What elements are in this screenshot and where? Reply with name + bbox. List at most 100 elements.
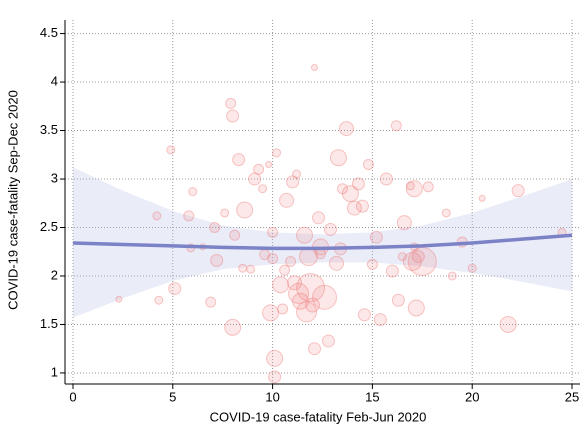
- bubble: [407, 299, 425, 317]
- bubble: [407, 246, 437, 276]
- bubble: [238, 263, 248, 273]
- bubble: [366, 258, 378, 270]
- bubble: [226, 109, 240, 123]
- y-tick-label: 2.5: [40, 219, 58, 234]
- bubble: [236, 201, 254, 219]
- bubble: [266, 349, 284, 367]
- bubble: [183, 210, 195, 222]
- bubble: [391, 293, 405, 307]
- bubble: [168, 282, 182, 296]
- x-tick-label: 15: [365, 389, 379, 404]
- y-tick-label: 3.5: [40, 122, 58, 137]
- bubble: [246, 264, 256, 274]
- bubble: [321, 334, 335, 348]
- bubble: [311, 284, 337, 310]
- bubble: [402, 251, 422, 271]
- x-tick-label: 5: [169, 389, 176, 404]
- bubble: [205, 296, 217, 308]
- bubble: [315, 248, 327, 260]
- bubble: [115, 295, 123, 303]
- bubble: [405, 181, 415, 191]
- bubble: [328, 255, 344, 271]
- bubble: [272, 276, 290, 294]
- bubble: [232, 153, 246, 167]
- bubble: [288, 282, 310, 304]
- bubble: [369, 230, 383, 244]
- bubble: [308, 342, 322, 356]
- confidence-band: [72, 167, 573, 318]
- bubble: [405, 180, 423, 198]
- x-tick-label: 0: [69, 389, 76, 404]
- bubble: [379, 172, 393, 186]
- y-tick-label: 1: [51, 364, 58, 379]
- bubble: [305, 297, 321, 313]
- bubble: [248, 172, 262, 186]
- bubble: [209, 222, 221, 234]
- x-tick-label: 10: [265, 389, 279, 404]
- bubble: [272, 148, 282, 158]
- bubble: [262, 304, 280, 322]
- bubble: [286, 175, 300, 189]
- y-tick-label: 4.5: [40, 25, 58, 40]
- y-tick-label: 2: [51, 267, 58, 282]
- bubble: [292, 169, 302, 179]
- bubble: [311, 64, 319, 72]
- bubble: [154, 295, 164, 305]
- bubble: [499, 315, 517, 333]
- fit-line: [72, 233, 573, 251]
- bubble: [210, 253, 224, 267]
- bubble: [338, 121, 354, 137]
- bubble: [229, 229, 241, 241]
- bubble: [362, 158, 374, 170]
- bubble: [346, 200, 362, 216]
- bubble: [422, 181, 434, 193]
- bubble: [351, 177, 365, 191]
- bubble: [188, 187, 198, 197]
- bubble: [267, 226, 279, 238]
- bubble: [478, 194, 486, 202]
- y-tick-label: 4: [51, 73, 58, 88]
- bubble: [285, 255, 297, 267]
- bubble: [385, 264, 399, 278]
- bubble: [279, 192, 295, 208]
- y-axis-title: COVID-19 case-fatality Sep-Dec 2020: [5, 90, 20, 310]
- bubble: [267, 253, 279, 265]
- bubble: [441, 208, 451, 218]
- y-tick-label: 3: [51, 170, 58, 185]
- y-tick-label: 1.5: [40, 316, 58, 331]
- bubble: [447, 271, 457, 281]
- bubble: [268, 370, 282, 384]
- x-tick-label: 20: [465, 389, 479, 404]
- bubble: [390, 120, 402, 132]
- bubble: [467, 263, 477, 273]
- bubble: [411, 250, 425, 264]
- bubble: [225, 97, 237, 109]
- bubble: [279, 264, 291, 276]
- bubble: [287, 275, 303, 291]
- x-axis-title: COVID-19 case-fatality Feb-Jun 2020: [210, 409, 427, 424]
- bubble: [152, 211, 162, 221]
- bubble: [397, 252, 407, 262]
- bubble: [224, 318, 242, 336]
- bubble: [336, 183, 348, 195]
- bubble: [292, 292, 310, 310]
- bubble: [355, 199, 369, 213]
- bubble: [312, 211, 326, 225]
- bubble: [166, 145, 176, 155]
- bubble: [220, 208, 230, 218]
- bubble: [296, 273, 326, 303]
- x-tick-label: 25: [565, 389, 579, 404]
- bubble: [296, 226, 314, 244]
- bubble: [396, 215, 412, 231]
- bubble: [329, 149, 347, 167]
- bubble: [341, 185, 359, 203]
- bubble: [265, 160, 273, 168]
- bubble: [323, 222, 337, 236]
- bubble: [277, 303, 289, 315]
- bubble: [357, 308, 371, 322]
- bubble: [296, 301, 318, 323]
- bubble: [373, 313, 387, 327]
- bubble: [253, 163, 265, 175]
- bubble: [511, 184, 525, 198]
